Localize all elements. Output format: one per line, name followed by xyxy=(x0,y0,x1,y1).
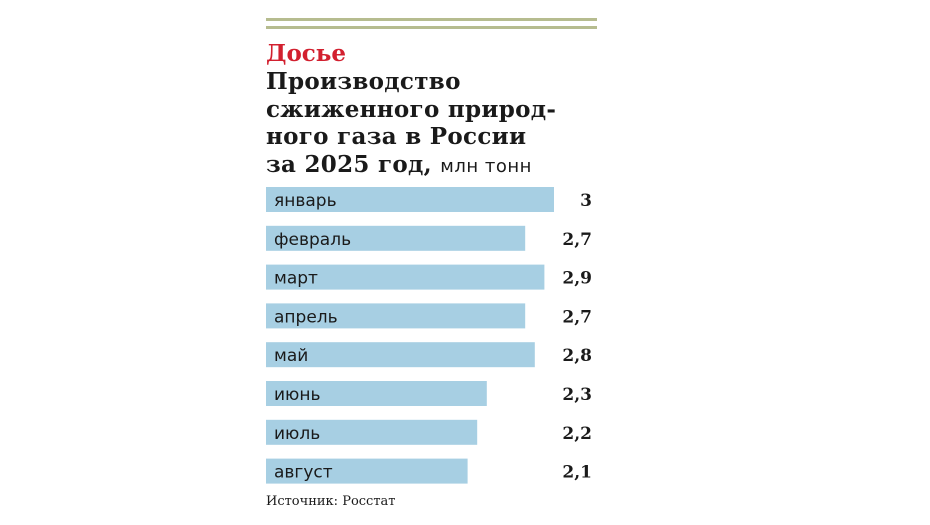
value-label-2: 2,7 xyxy=(562,230,592,250)
bar-3 xyxy=(266,264,545,290)
value-label-5: 2,8 xyxy=(562,346,592,366)
bar-5 xyxy=(266,342,535,368)
bar-7 xyxy=(266,419,478,445)
bar-1 xyxy=(266,187,554,212)
category-label-8: август xyxy=(274,463,333,483)
top-rule-second xyxy=(266,26,597,29)
value-label-6: 2,3 xyxy=(562,385,592,405)
title-line-2: сжиженного природ- xyxy=(266,95,557,123)
category-label-1: январь xyxy=(274,191,337,211)
kicker-label: Досье xyxy=(266,40,347,67)
bar-6 xyxy=(266,381,487,406)
title-line-1: Производство xyxy=(266,68,461,95)
bar-4 xyxy=(266,303,526,329)
bar-2 xyxy=(266,225,526,251)
title-unit: млн тонн xyxy=(440,155,532,177)
value-label-8: 2,1 xyxy=(562,463,592,483)
category-label-6: июнь xyxy=(274,385,321,405)
value-label-3: 2,9 xyxy=(562,269,592,289)
category-label-7: июль xyxy=(274,424,320,444)
title-line-4: за 2025 год, xyxy=(266,150,432,178)
category-label-2: февраль xyxy=(274,230,351,250)
source-note: Источник: Росстат xyxy=(266,494,396,509)
top-rule xyxy=(266,18,597,21)
category-label-5: май xyxy=(274,346,308,366)
bar-8 xyxy=(266,458,468,484)
value-label-1: 3 xyxy=(580,191,592,211)
value-label-7: 2,2 xyxy=(562,424,592,444)
value-label-4: 2,7 xyxy=(562,307,592,327)
category-label-4: апрель xyxy=(274,307,338,327)
category-label-3: март xyxy=(274,269,318,289)
title-line-3: ного газа в России xyxy=(266,123,527,150)
chart-title: Производство сжиженного природ- ного газ… xyxy=(266,68,556,180)
